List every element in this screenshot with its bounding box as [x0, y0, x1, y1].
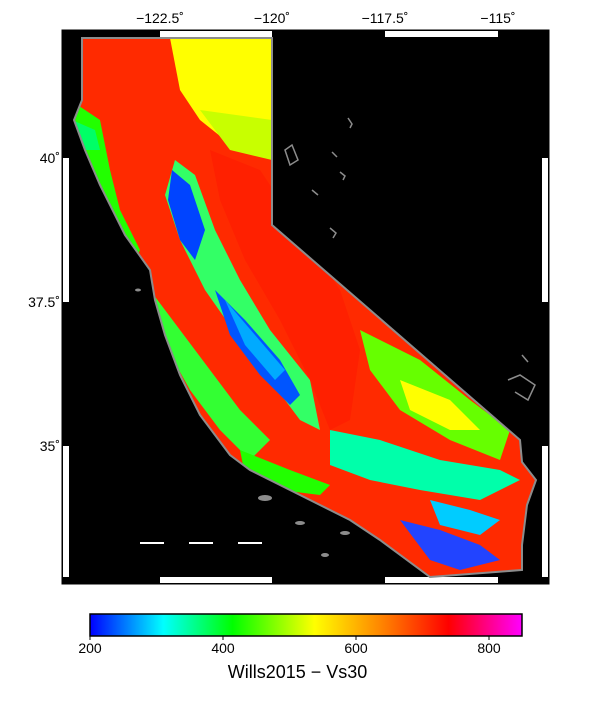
frame-border [61, 29, 550, 585]
colorbar-title: Wills2015 − Vs30 [227, 662, 368, 682]
state-outline [72, 37, 538, 579]
colorbar-tick-400: 400 [211, 640, 235, 656]
colorbar [89, 613, 523, 640]
vs30-map [61, 29, 550, 585]
lon-label-120: −120˚ [253, 10, 291, 26]
colorbar-ticks [89, 636, 490, 640]
lake-outlines [284, 117, 536, 402]
lat-label-37-5: 37.5˚ [28, 294, 60, 310]
colorbar-tick-600: 600 [344, 640, 368, 656]
lat-label-35: 35˚ [39, 438, 60, 454]
colorbar-gradient [89, 613, 523, 637]
colorbar-tick-800: 800 [477, 640, 501, 656]
lon-label-115: −115˚ [480, 10, 516, 26]
colorbar-tick-200: 200 [78, 640, 102, 656]
lon-label-122-5: −122.5˚ [136, 10, 184, 26]
lat-label-40: 40˚ [39, 150, 60, 166]
channel-islands [135, 288, 350, 557]
lon-label-117-5: −117.5˚ [361, 10, 409, 26]
